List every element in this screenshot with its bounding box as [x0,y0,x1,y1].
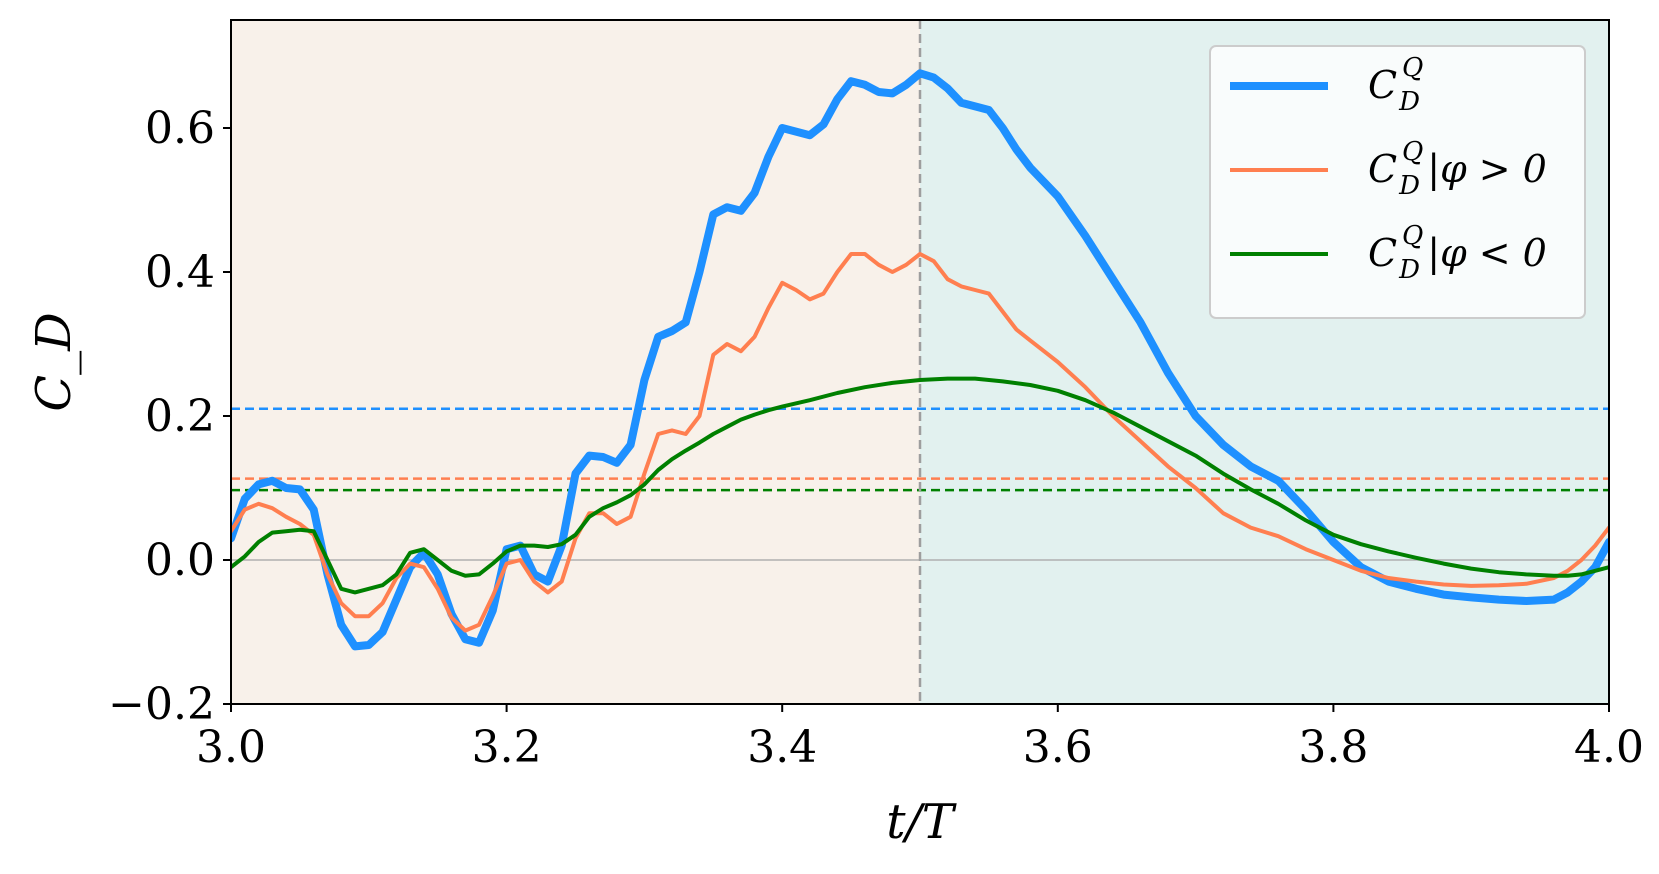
series-line-1 [231,69,1609,651]
legend-item-3: CDQ |φ < 0 [1230,221,1547,285]
y-tick-label: 0.6 [145,103,215,154]
series-line-2 [231,252,1609,633]
series-line-3 [231,376,1609,595]
y-tick-label: 0.4 [145,247,215,298]
y-tick-label: 0.2 [145,391,215,442]
x-tick-label: 3.6 [1023,722,1093,773]
y-tick-label: 0.0 [145,535,215,586]
plot-frame [230,19,1610,705]
legend-label: CDQ |φ < 0 [1368,221,1547,285]
y-axis: −0.2 0.0 0.2 0.4 0.6 [108,103,231,730]
x-tick-label: 4.0 [1574,722,1644,773]
y-axis-label: C_D [26,312,82,411]
x-axis: 3.0 3.2 3.4 3.6 3.8 4.0 [196,704,1644,773]
x-tick-label: 3.8 [1298,722,1368,773]
plot-area [231,20,1609,704]
y-tick-label: −0.2 [108,679,215,730]
x-tick-label: 3.2 [472,722,542,773]
x-tick-label: 3.4 [747,722,817,773]
legend-item-1: CDQ [1230,53,1423,117]
legend-box [1209,45,1586,319]
x-tick-label: 3.0 [196,722,266,773]
x-axis-label: t/T [886,794,956,850]
